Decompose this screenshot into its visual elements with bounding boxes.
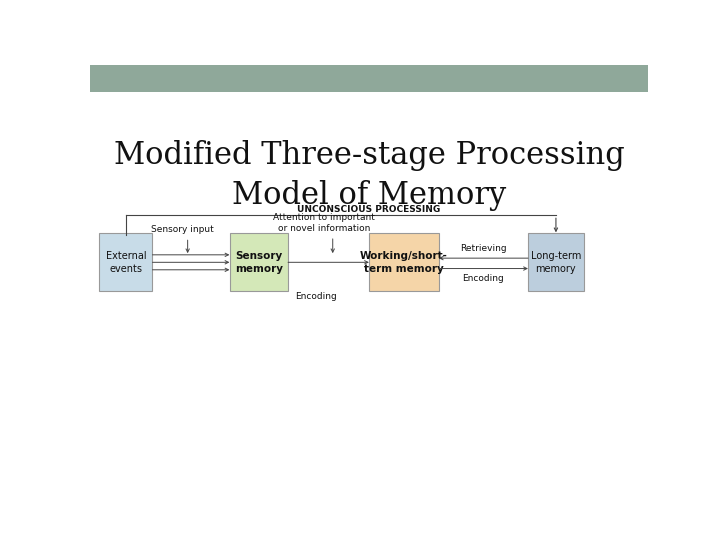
Text: Working/short-
term memory: Working/short- term memory: [360, 251, 448, 273]
FancyBboxPatch shape: [230, 233, 288, 292]
Text: Retrieving: Retrieving: [460, 244, 507, 253]
Text: UNCONSCIOUS PROCESSING: UNCONSCIOUS PROCESSING: [297, 205, 441, 214]
FancyBboxPatch shape: [369, 233, 438, 292]
Text: Attention to important
or novel information: Attention to important or novel informat…: [274, 213, 375, 233]
FancyBboxPatch shape: [90, 65, 648, 92]
Text: Encoding: Encoding: [295, 292, 337, 301]
FancyBboxPatch shape: [528, 233, 584, 292]
FancyBboxPatch shape: [99, 233, 153, 292]
Text: Modified Three-stage Processing
Model of Memory: Modified Three-stage Processing Model of…: [114, 140, 624, 211]
Text: Sensory input: Sensory input: [150, 225, 213, 234]
Text: Sensory
memory: Sensory memory: [235, 251, 283, 273]
Text: Encoding: Encoding: [462, 274, 504, 282]
Text: External
events: External events: [106, 251, 146, 273]
Text: Long-term
memory: Long-term memory: [531, 251, 581, 273]
